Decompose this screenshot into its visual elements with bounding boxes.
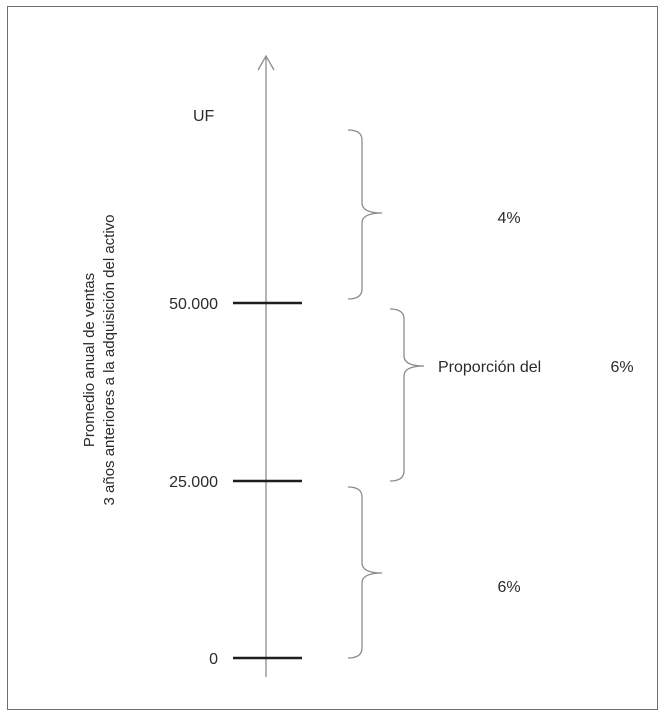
rate-label-bottom: 6% [497,579,520,596]
diagram-frame [7,6,658,710]
rate-label-top: 4% [497,210,520,227]
axis-unit-label: UF [193,108,215,125]
bracket-middle-range [389,308,425,482]
rate-text-middle: Proporción del [438,359,541,376]
rate-value-middle: 6% [610,359,633,376]
tick-label-25000: 25.000 [169,474,218,491]
axis-title-line1: Promedio anual de ventas [81,273,98,447]
axis-title-line2: 3 años anteriores a la adquisición del a… [101,214,118,505]
tick-label-0: 0 [209,651,218,668]
bracket-top-range [347,129,383,300]
tick-label-50000: 50.000 [169,296,218,313]
axis-title: Promedio anual de ventas 3 años anterior… [81,214,118,505]
axis-arrowhead [257,54,275,71]
bracket-bottom-range [347,486,383,659]
